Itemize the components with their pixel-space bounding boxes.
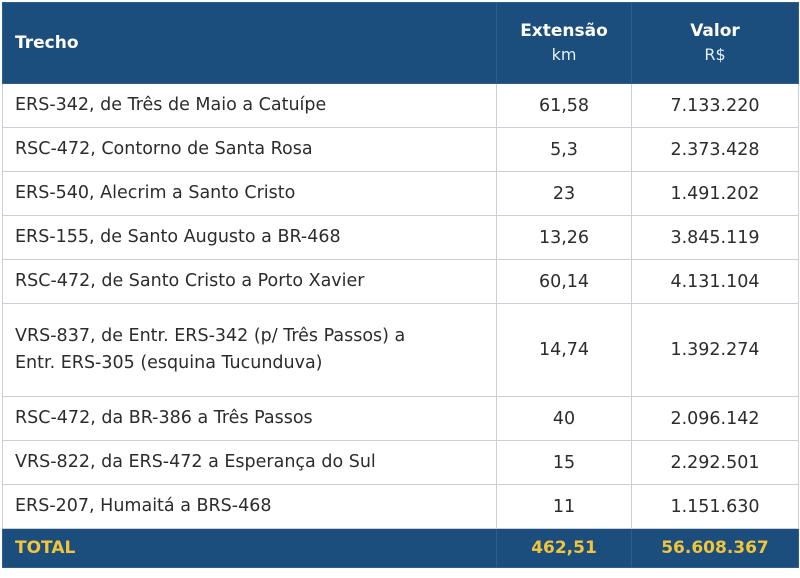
table-row: VRS-837, de Entr. ERS-342 (p/ Três Passo… — [2, 303, 799, 397]
table-row: ERS-207, Humaitá a BRS-468 11 1.151.630 — [2, 484, 799, 529]
header-extensao-unit: km — [551, 45, 577, 64]
extensao-cell: 13,26 — [496, 215, 632, 260]
extensao-cell: 61,58 — [496, 83, 632, 128]
total-label: TOTAL — [2, 528, 497, 568]
valor-cell: 2.373.428 — [631, 127, 799, 172]
extensao-cell: 40 — [496, 396, 632, 441]
valor-cell: 1.392.274 — [631, 303, 799, 397]
header-extensao: Extensão km — [496, 2, 632, 84]
valor-cell: 7.133.220 — [631, 83, 799, 128]
table-row: RSC-472, da BR-386 a Três Passos 40 2.09… — [2, 396, 799, 441]
trecho-cell: ERS-207, Humaitá a BRS-468 — [2, 484, 497, 529]
valor-cell: 3.845.119 — [631, 215, 799, 260]
table-row: ERS-155, de Santo Augusto a BR-468 13,26… — [2, 215, 799, 260]
extensao-cell: 60,14 — [496, 259, 632, 304]
trecho-cell: VRS-837, de Entr. ERS-342 (p/ Três Passo… — [2, 303, 497, 397]
valor-cell: 1.491.202 — [631, 171, 799, 216]
trecho-cell: VRS-822, da ERS-472 a Esperança do Sul — [2, 440, 497, 485]
trecho-cell: RSC-472, Contorno de Santa Rosa — [2, 127, 497, 172]
trecho-line-2: Entr. ERS-305 (esquina Tucunduva) — [15, 353, 323, 373]
table-row: RSC-472, de Santo Cristo a Porto Xavier … — [2, 259, 799, 304]
table-row: ERS-540, Alecrim a Santo Cristo 23 1.491… — [2, 171, 799, 216]
trecho-cell: ERS-155, de Santo Augusto a BR-468 — [2, 215, 497, 260]
total-row: TOTAL 462,51 56.608.367 — [2, 528, 799, 568]
extensao-cell: 5,3 — [496, 127, 632, 172]
trecho-cell: ERS-342, de Três de Maio a Catuípe — [2, 83, 497, 128]
header-valor-unit: R$ — [704, 45, 726, 64]
table-row: RSC-472, Contorno de Santa Rosa 5,3 2.37… — [2, 127, 799, 172]
valor-cell: 2.096.142 — [631, 396, 799, 441]
header-extensao-label: Extensão — [520, 21, 608, 41]
trecho-cell: RSC-472, de Santo Cristo a Porto Xavier — [2, 259, 497, 304]
valor-cell: 4.131.104 — [631, 259, 799, 304]
extensao-cell: 11 — [496, 484, 632, 529]
road-sections-table: Trecho Extensão km Valor R$ ERS-342, de … — [2, 2, 799, 568]
trecho-line-1: VRS-837, de Entr. ERS-342 (p/ Três Passo… — [15, 326, 406, 346]
table-row: ERS-342, de Três de Maio a Catuípe 61,58… — [2, 83, 799, 128]
header-trecho: Trecho — [2, 2, 497, 84]
trecho-cell: ERS-540, Alecrim a Santo Cristo — [2, 171, 497, 216]
extensao-cell: 15 — [496, 440, 632, 485]
total-valor: 56.608.367 — [631, 528, 799, 568]
total-extensao: 462,51 — [496, 528, 632, 568]
table-row: VRS-822, da ERS-472 a Esperança do Sul 1… — [2, 440, 799, 485]
header-valor-label: Valor — [690, 21, 740, 41]
trecho-cell: RSC-472, da BR-386 a Três Passos — [2, 396, 497, 441]
header-row: Trecho Extensão km Valor R$ — [2, 2, 799, 84]
header-valor: Valor R$ — [631, 2, 799, 84]
valor-cell: 1.151.630 — [631, 484, 799, 529]
extensao-cell: 14,74 — [496, 303, 632, 397]
extensao-cell: 23 — [496, 171, 632, 216]
valor-cell: 2.292.501 — [631, 440, 799, 485]
